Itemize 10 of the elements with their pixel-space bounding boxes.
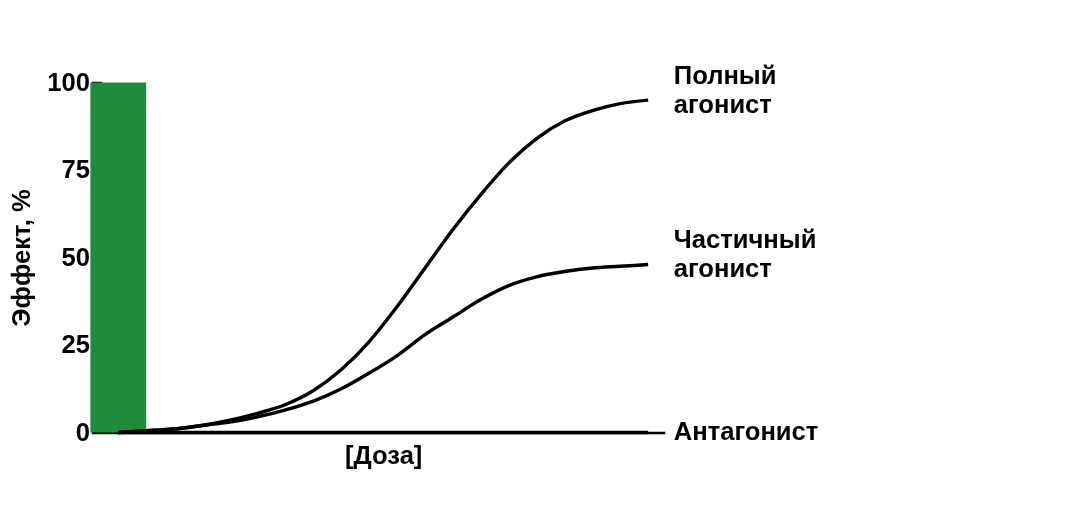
y-tick-label: 25: [61, 330, 91, 359]
y-tick-label: 50: [61, 242, 91, 271]
y-tick-label: 0: [75, 417, 91, 446]
x-axis-title: [Доза]: [344, 440, 423, 469]
series-label: Полный агонист: [673, 60, 777, 118]
series-label: Антагонист: [673, 417, 819, 446]
y-axis-title: Эффект, %: [7, 189, 36, 327]
y-tick-label: 100: [47, 67, 91, 96]
series-label: Частичный агонист: [673, 225, 817, 283]
y-tick-label: 75: [61, 155, 91, 184]
